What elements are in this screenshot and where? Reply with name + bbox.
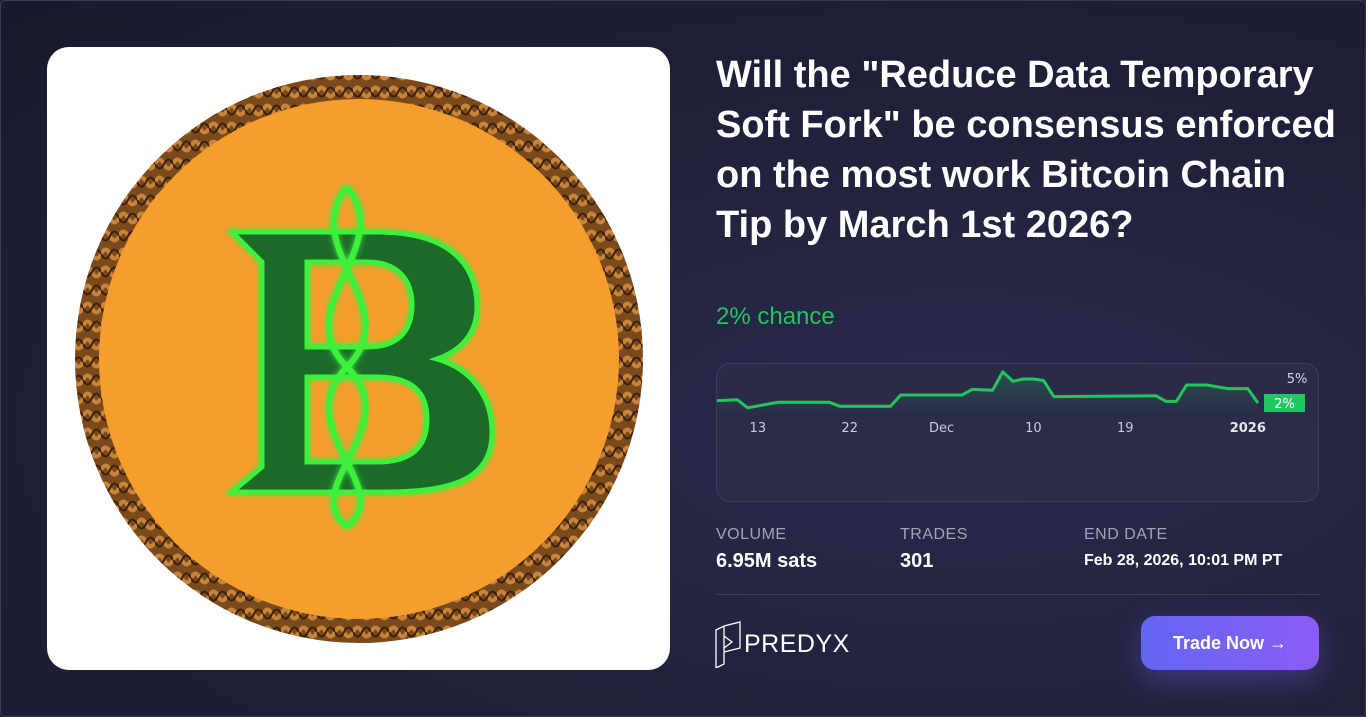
stat-volume: VOLUME 6.95M sats <box>716 526 817 573</box>
celtic-knot-b-coin-icon <box>75 75 643 643</box>
price-history-chart: 13 22 Dec 10 19 2026 5% 2% <box>716 363 1319 502</box>
y-max-label: 5% <box>1287 372 1308 387</box>
end-date-label: END DATE <box>1084 526 1168 543</box>
predyx-logo-icon <box>715 621 741 668</box>
volume-value: 6.95M sats <box>716 550 818 572</box>
chance-percentage: 2% chance <box>716 303 835 330</box>
trades-label: TRADES <box>900 526 968 543</box>
current-value-badge <box>1264 394 1305 412</box>
x-tick-label: 10 <box>1025 421 1042 436</box>
stat-trades: TRADES 301 <box>900 526 968 573</box>
chart-svg: 13 22 Dec 10 19 2026 5% 2% <box>717 370 1308 436</box>
market-title: Will the "Reduce Data Temporary Soft For… <box>716 54 1336 246</box>
current-value-label: 2% <box>1274 397 1295 412</box>
stat-end-date: END DATE Feb 28, 2026, 10:01 PM PT <box>1084 526 1282 570</box>
trade-now-button[interactable]: Trade Now → <box>1141 616 1319 670</box>
chart-area <box>717 371 1258 414</box>
x-tick-label: 2026 <box>1230 421 1266 436</box>
trades-value: 301 <box>900 550 934 572</box>
market-image <box>47 47 670 670</box>
end-date-value: Feb 28, 2026, 10:01 PM PT <box>1084 552 1283 569</box>
brand-logo: PREDYX <box>714 620 850 668</box>
x-tick-label: 19 <box>1117 421 1134 436</box>
volume-label: VOLUME <box>716 526 787 543</box>
x-tick-label: 22 <box>841 421 858 436</box>
divider <box>716 594 1320 595</box>
x-tick-label: 13 <box>750 421 767 436</box>
brand-name: PREDYX <box>744 629 850 658</box>
x-tick-label: Dec <box>929 421 954 436</box>
